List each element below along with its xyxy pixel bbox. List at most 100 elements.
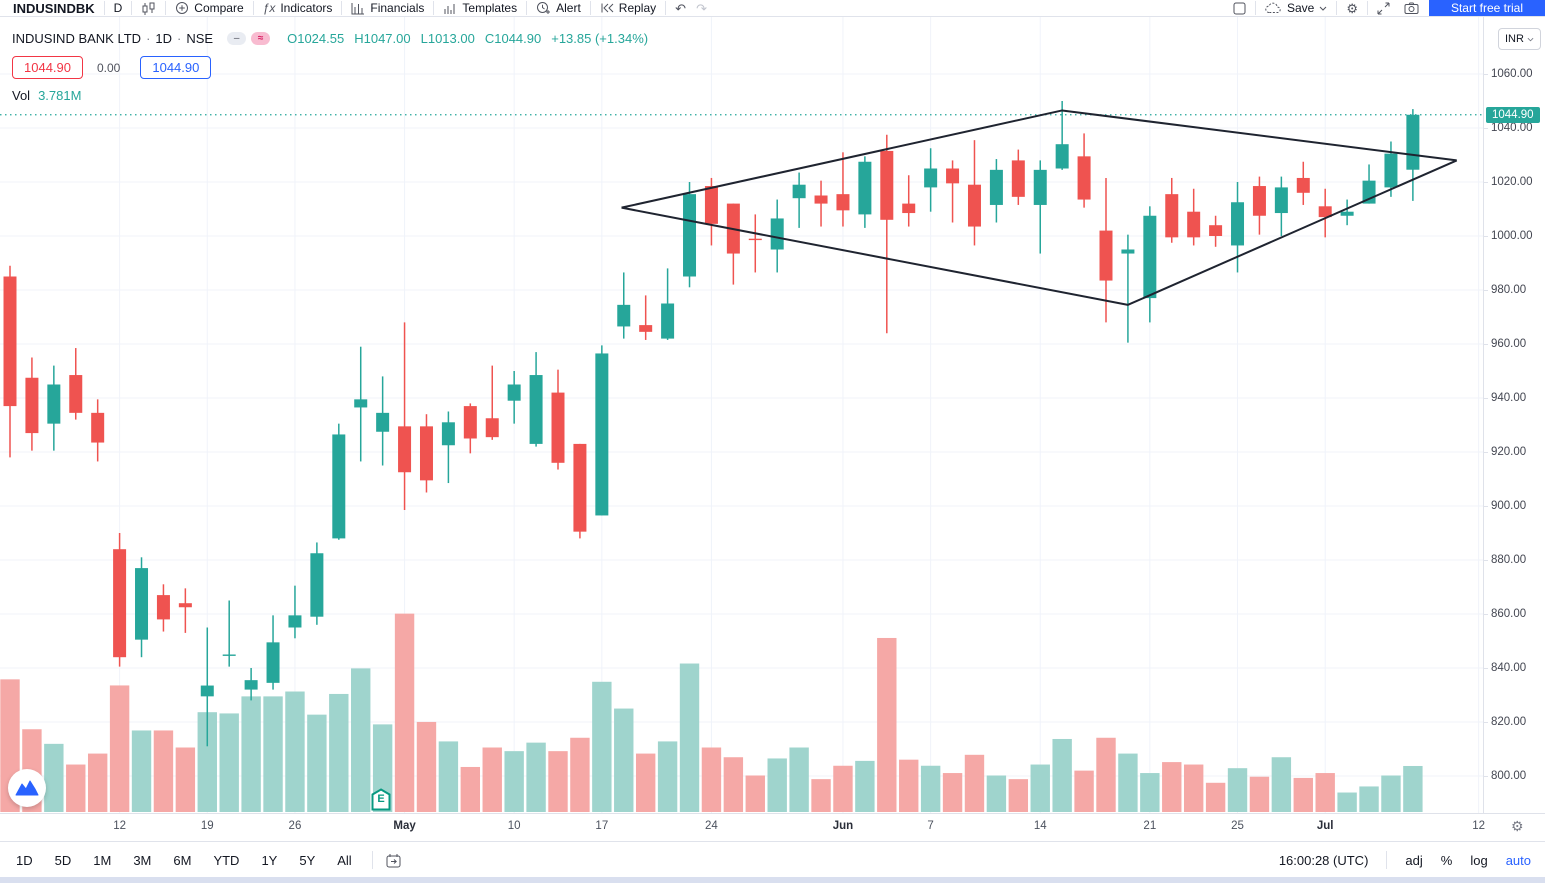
log-scale-toggle[interactable]: log — [1470, 852, 1488, 868]
alert-button[interactable]: Alert — [536, 1, 581, 15]
divider — [1386, 851, 1388, 869]
time-tick: May — [393, 820, 416, 832]
goto-date-button[interactable] — [385, 853, 402, 868]
adjust-toggle[interactable]: adj — [1405, 852, 1423, 868]
earnings-marker[interactable]: E — [371, 788, 391, 811]
percent-toggle[interactable]: % — [1440, 852, 1453, 868]
volume-bar — [723, 757, 744, 812]
trend-line[interactable] — [621, 109, 1457, 209]
panel-icon — [1233, 2, 1246, 15]
volume-bar — [285, 691, 305, 812]
candle-body — [332, 434, 346, 539]
volume-value: 3.781M — [38, 88, 82, 103]
time-axis[interactable]: 12 19 26 May 10 17 24 Jun 7 14 21 25 Jul 12 ⚙ — [0, 813, 1545, 842]
clock[interactable]: 16:00:28 (UTC) — [1278, 852, 1369, 868]
volume-bar — [635, 753, 656, 812]
series-settings-icon[interactable]: ≈ — [251, 32, 271, 45]
volume-bar — [964, 754, 985, 812]
sell-price-button[interactable]: 1044.90 — [12, 56, 83, 79]
top-toolbar: INDUSINDBK D Compare ƒx Indicators Finan… — [0, 0, 1545, 17]
indicators-button[interactable]: ƒx Indicators — [262, 1, 333, 15]
candlestick-style-icon — [141, 2, 156, 15]
candle-body — [1055, 144, 1069, 169]
replay-button[interactable]: Replay — [600, 1, 656, 15]
candle-body — [551, 392, 565, 463]
volume-bar — [1140, 773, 1160, 812]
calendar-icon — [385, 853, 402, 868]
bar-chart-icon — [351, 2, 365, 15]
volume-bar — [526, 742, 546, 812]
start-free-trial-button[interactable]: Start free trial — [1428, 0, 1545, 16]
fullscreen-button[interactable] — [1377, 2, 1390, 15]
range-button-3m[interactable]: 3M — [125, 849, 159, 872]
candle-body — [376, 412, 390, 432]
volume-bar — [263, 696, 283, 812]
settings-button[interactable]: ⚙ — [1346, 2, 1358, 15]
interval-button[interactable]: D — [113, 1, 123, 15]
candle-body — [1274, 187, 1288, 214]
chart-style-button[interactable] — [141, 2, 156, 15]
divider — [1336, 1, 1338, 15]
undo-icon: ↶ — [675, 0, 687, 16]
layout-panels-button[interactable] — [1233, 2, 1246, 15]
buy-price-button[interactable]: 1044.90 — [140, 56, 212, 79]
candle-body — [419, 426, 433, 481]
screenshot-button[interactable] — [1404, 2, 1419, 14]
legend-interval[interactable]: 1D — [155, 31, 173, 46]
price-axis[interactable]: INR 1060.00 1040.00 1020.00 1000.00 980.00 96… — [1483, 16, 1545, 813]
time-tick: 10 — [507, 820, 521, 832]
bottom-strip — [0, 877, 1545, 883]
range-button-1y[interactable]: 1Y — [253, 849, 285, 872]
candle-body — [69, 375, 83, 413]
volume-bar — [1315, 773, 1335, 812]
volume-bar — [592, 681, 612, 812]
date-range-buttons: 1D 5D 1M 3M 6M YTD 1Y 5Y All — [8, 849, 360, 872]
volume-bar — [1118, 753, 1138, 812]
volume-bar — [1052, 738, 1072, 812]
divider — [341, 1, 343, 15]
templates-button[interactable]: Templates — [443, 1, 517, 15]
open-value: O1024.55 — [287, 31, 345, 46]
candle-body — [683, 194, 697, 277]
legend-title[interactable]: INDUSIND BANK LTD — [12, 31, 142, 46]
candle-body — [967, 184, 981, 227]
axis-settings-gear-icon[interactable]: ⚙ — [1511, 818, 1524, 834]
range-button-5y[interactable]: 5Y — [291, 849, 323, 872]
compare-button[interactable]: Compare — [175, 1, 244, 15]
price-tick: 1000.00 — [1484, 230, 1533, 242]
redo-button[interactable]: ↷ — [696, 2, 707, 15]
candle-body — [156, 595, 170, 620]
candle-body — [1165, 194, 1179, 238]
undo-button[interactable]: ↶ — [675, 2, 686, 15]
price-tick: 960.00 — [1483, 338, 1527, 350]
cloud-save-button[interactable]: Save — [1265, 1, 1327, 15]
earnings-shield-icon — [371, 788, 391, 811]
candle-body — [639, 325, 653, 332]
volume-bar — [175, 747, 196, 812]
hide-series-icon[interactable]: – — [227, 32, 247, 45]
divider — [665, 1, 667, 15]
candle-body — [880, 150, 894, 220]
financials-button[interactable]: Financials — [351, 1, 424, 15]
range-button-all[interactable]: All — [329, 849, 359, 872]
symbol-button[interactable]: INDUSINDBK — [13, 0, 95, 16]
trend-line[interactable] — [621, 159, 1458, 306]
candle-body — [1318, 206, 1332, 218]
currency-selector[interactable]: INR — [1498, 28, 1541, 50]
time-tick: 26 — [288, 820, 302, 832]
tradingview-logo-button[interactable] — [8, 769, 46, 807]
diamond-pattern-drawing[interactable] — [621, 109, 1458, 306]
range-button-1d[interactable]: 1D — [8, 849, 41, 872]
volume-bar — [87, 753, 108, 812]
range-button-1m[interactable]: 1M — [85, 849, 119, 872]
range-button-5d[interactable]: 5D — [47, 849, 80, 872]
volume-bar — [44, 743, 64, 812]
time-tick: 12 — [113, 820, 126, 832]
auto-scale-toggle[interactable]: auto — [1505, 852, 1531, 868]
legend-exchange[interactable]: NSE — [186, 31, 214, 46]
cloud-icon — [1265, 2, 1282, 14]
volume-bar — [109, 685, 130, 812]
range-button-6m[interactable]: 6M — [165, 849, 199, 872]
range-button-ytd[interactable]: YTD — [205, 849, 247, 872]
